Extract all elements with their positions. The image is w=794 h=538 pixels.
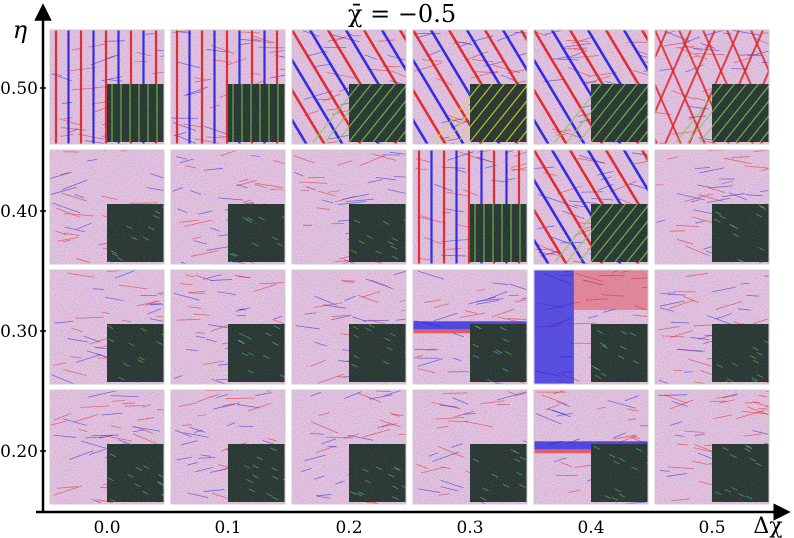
panel-3-4 (533, 389, 649, 505)
panel-3-2 (291, 389, 407, 505)
panel-grid (49, 29, 770, 505)
y-tick-label: 0.50 (0, 79, 38, 99)
y-tick-label: 0.20 (0, 442, 38, 462)
panel-3-0 (49, 389, 165, 505)
y-tick-labels: 0.50 0.40 0.30 0.20 (0, 79, 46, 462)
x-tick-label: 0.3 (456, 518, 483, 538)
panel-1-1 (170, 149, 286, 265)
panel-0-4 (533, 29, 649, 145)
panel-2-3 (412, 269, 528, 385)
panel-0-1 (170, 29, 286, 145)
panel-3-3 (412, 389, 528, 505)
panel-1-0 (49, 149, 165, 265)
x-tick-label: 0.4 (577, 518, 604, 538)
panel-0-5 (654, 29, 770, 145)
panel-0-0 (49, 29, 165, 145)
x-tick-label: 0.0 (93, 518, 120, 538)
x-tick-label: 0.5 (698, 518, 725, 538)
panel-2-4 (533, 269, 649, 385)
y-axis-label: η (13, 16, 28, 44)
panel-2-2 (291, 269, 407, 385)
panel-1-4 (533, 149, 649, 265)
x-axis-label: Δχ (753, 514, 782, 538)
panel-0-3 (412, 29, 528, 145)
panel-2-5 (654, 269, 770, 385)
x-tick-labels: 0.0 0.1 0.2 0.3 0.4 0.5 (93, 518, 725, 538)
panel-2-1 (170, 269, 286, 385)
panel-3-1 (170, 389, 286, 505)
panel-2-0 (49, 269, 165, 385)
x-tick-label: 0.2 (335, 518, 362, 538)
panel-0-2 (291, 29, 407, 145)
y-tick-label: 0.40 (0, 202, 38, 222)
x-tick-label: 0.1 (214, 518, 241, 538)
y-tick-label: 0.30 (0, 322, 38, 342)
panel-1-3 (412, 149, 528, 265)
panel-3-5 (654, 389, 770, 505)
plot-title: χ̄ = −0.5 (348, 0, 456, 28)
panel-1-2 (291, 149, 407, 265)
panel-1-5 (654, 149, 770, 265)
